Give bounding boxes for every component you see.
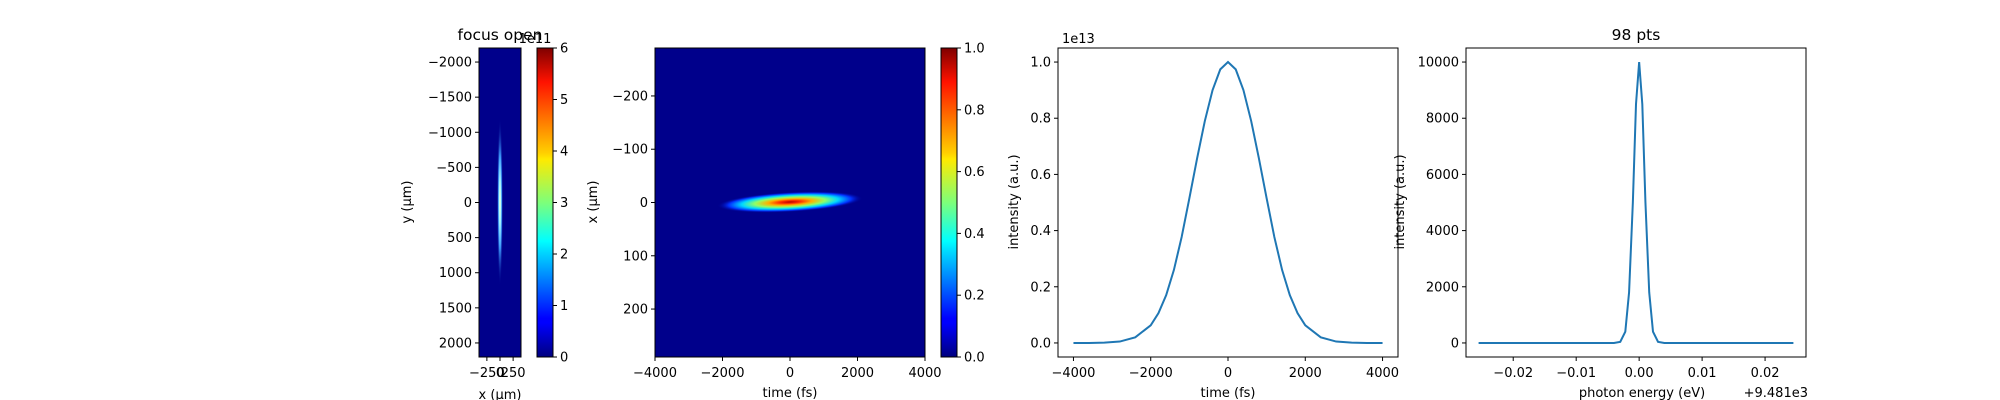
plot-4-y-label: intensity (a.u.) <box>1393 154 1408 249</box>
x-tick-label: 2000 <box>841 366 874 381</box>
colorbar-2-ticks: 0.0 0.2 0.4 0.6 0.8 1.0 <box>957 42 985 366</box>
y-tick-label: 0.2 <box>1030 280 1051 295</box>
plot-3-y-label: intensity (a.u.) <box>1007 154 1022 249</box>
colorbar-tick-label: 6 <box>560 42 568 57</box>
plot-4-y-ticks: 0 2000 4000 6000 8000 10000 <box>1418 56 1466 351</box>
colorbar-tick-label: 0.4 <box>964 227 985 242</box>
panel-spectrum: 98 pts −0.02 −0.01 0.00 0.01 0.02 0 2000 4000 6… <box>1393 26 1808 400</box>
panel-4-title: 98 pts <box>1612 26 1661 44</box>
y-tick-label: 1500 <box>439 301 472 316</box>
y-tick-label: 0.4 <box>1030 224 1051 239</box>
colorbar-tick-label: 2 <box>560 248 568 263</box>
x-tick-label: 2000 <box>1289 366 1322 381</box>
colorbar-tick-label: 0 <box>560 351 568 366</box>
y-tick-label: 0 <box>464 196 472 211</box>
plot-3-x-label: time (fs) <box>1201 386 1256 400</box>
y-tick-label: 1000 <box>439 266 472 281</box>
x-tick-label: 4000 <box>1366 366 1399 381</box>
plot-3-frame <box>1057 47 1399 358</box>
colorbar-tick-label: 5 <box>560 93 568 108</box>
x-tick-label: −0.02 <box>1493 366 1533 381</box>
y-tick-label: −2000 <box>428 56 472 71</box>
heatmap-1-spot <box>497 117 503 287</box>
plot-3-series-line <box>1073 60 1383 344</box>
heatmap-2-x-ticks: −4000 −2000 0 2000 4000 <box>633 357 942 381</box>
y-tick-label: −100 <box>612 143 648 158</box>
y-tick-label: 200 <box>623 303 648 318</box>
y-tick-label: 1.0 <box>1030 56 1051 71</box>
x-tick-label: −250 <box>469 366 505 381</box>
colorbar-tick-label: 1.0 <box>964 42 985 57</box>
y-tick-label: 0.8 <box>1030 112 1051 127</box>
y-tick-label: 6000 <box>1426 168 1459 183</box>
plot-3-x-ticks: −4000 −2000 0 2000 4000 <box>1051 357 1399 381</box>
y-tick-label: 0.0 <box>1030 336 1051 351</box>
y-tick-label: 100 <box>623 249 648 264</box>
x-tick-label: −4000 <box>633 366 677 381</box>
colorbar-2 <box>940 47 958 358</box>
x-tick-label: 0.00 <box>1625 366 1654 381</box>
plot-4-x-label: photon energy (eV) <box>1579 386 1705 400</box>
y-tick-label: −500 <box>436 161 472 176</box>
x-tick-label: 0 <box>496 366 504 381</box>
y-tick-label: 0.6 <box>1030 168 1051 183</box>
plot-3-y-ticks: 0.0 0.2 0.4 0.6 0.8 1.0 <box>1030 56 1058 351</box>
plot-4-offset-label: +9.481e3 <box>1744 386 1808 400</box>
y-tick-label: 4000 <box>1426 224 1459 239</box>
y-tick-label: 2000 <box>439 336 472 351</box>
x-tick-label: 0 <box>1224 366 1232 381</box>
y-tick-label: 0 <box>1451 336 1459 351</box>
x-tick-label: −4000 <box>1051 366 1095 381</box>
colorbar-tick-label: 3 <box>560 196 568 211</box>
heatmap-2-y-ticks: −200 −100 0 100 200 <box>612 89 655 318</box>
plot-4-series-line <box>1478 61 1794 344</box>
x-tick-label: −2000 <box>701 366 745 381</box>
panel-1-title: focus open <box>458 26 543 44</box>
heatmap-1-y-label: y (μm) <box>400 181 415 224</box>
y-tick-label: −1500 <box>428 91 472 106</box>
heatmap-2-x-label: time (fs) <box>763 386 818 400</box>
colorbar-tick-label: 0.0 <box>964 351 985 366</box>
x-tick-label: 4000 <box>908 366 941 381</box>
y-tick-label: −200 <box>612 89 648 104</box>
x-tick-label: 250 <box>501 366 526 381</box>
x-tick-label: 0 <box>786 366 794 381</box>
colorbar-1-offset-label: 1e11 <box>519 32 552 47</box>
y-tick-label: 0 <box>640 196 648 211</box>
plot-4-x-ticks: −0.02 −0.01 0.00 0.01 0.02 <box>1493 357 1780 381</box>
x-tick-label: −2000 <box>1129 366 1173 381</box>
x-tick-label: 0.01 <box>1688 366 1717 381</box>
colorbar-1-ticks: 0 1 2 3 4 5 6 <box>553 42 568 366</box>
x-tick-label: −0.01 <box>1556 366 1596 381</box>
panel-time-space-map: −4000 −2000 0 2000 4000 −200 −100 0 100 200 time… <box>586 42 985 400</box>
colorbar-1 <box>536 47 554 358</box>
colorbar-tick-label: 0.6 <box>964 165 985 180</box>
y-tick-label: 8000 <box>1426 112 1459 127</box>
y-tick-label: 500 <box>447 231 472 246</box>
plot-3-offset-label: 1e13 <box>1062 32 1095 47</box>
colorbar-tick-label: 0.8 <box>964 103 985 118</box>
heatmap-1-y-ticks: −2000 −1500 −1000 −500 0 500 1000 1500 2000 <box>428 56 479 351</box>
heatmap-1-x-label: x (μm) <box>479 388 522 400</box>
y-tick-label: 10000 <box>1418 56 1459 71</box>
heatmap-2-y-label: x (μm) <box>586 181 601 224</box>
y-tick-label: 2000 <box>1426 280 1459 295</box>
y-tick-label: −1000 <box>428 126 472 141</box>
panel-temporal-profile: −4000 −2000 0 2000 4000 0.0 0.2 0.4 0.6 0.8 1.0 1… <box>1007 32 1399 400</box>
heatmap-2-spot <box>717 191 863 213</box>
colorbar-tick-label: 1 <box>560 299 568 314</box>
colorbar-tick-label: 4 <box>560 145 568 160</box>
x-tick-label: 0.02 <box>1751 366 1780 381</box>
colorbar-tick-label: 0.2 <box>964 289 985 304</box>
